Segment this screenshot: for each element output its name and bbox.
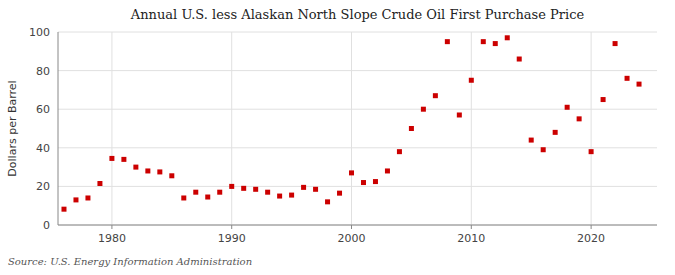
- point: [109, 156, 114, 161]
- point: [145, 168, 150, 173]
- point: [133, 165, 138, 170]
- point: [385, 168, 390, 173]
- point: [361, 180, 366, 185]
- y-grid-line: [58, 147, 657, 148]
- point: [637, 82, 642, 87]
- x-tick-label: 2000: [338, 232, 366, 245]
- point: [577, 116, 582, 121]
- x-tick-label: 2010: [457, 232, 485, 245]
- point: [85, 195, 90, 200]
- point: [265, 190, 270, 195]
- y-axis-label: Dollars per Barrel: [6, 80, 19, 176]
- x-tick: [471, 225, 472, 229]
- point: [457, 112, 462, 117]
- point: [229, 184, 234, 189]
- point: [397, 149, 402, 154]
- point: [313, 187, 318, 192]
- x-tick: [111, 225, 112, 229]
- grid: [58, 32, 657, 225]
- point: [589, 149, 594, 154]
- chart: 0 20 40 60 80 100 1980 1990 2000 2010 2020 Annual U…: [0, 0, 675, 275]
- x-axis-line: [58, 225, 657, 226]
- y-tick-label: 40: [36, 142, 50, 155]
- y-axis-line: [58, 32, 59, 225]
- y-tick-label: 20: [36, 180, 50, 193]
- point: [241, 186, 246, 191]
- x-tick-label: 1990: [218, 232, 246, 245]
- point: [73, 197, 78, 202]
- point: [61, 207, 66, 212]
- point: [433, 93, 438, 98]
- point: [421, 107, 426, 112]
- point: [325, 199, 330, 204]
- point: [337, 191, 342, 196]
- x-tick-label: 1980: [98, 232, 126, 245]
- x-tick: [231, 225, 232, 229]
- point: [601, 97, 606, 102]
- point: [517, 57, 522, 62]
- y-grid-line: [58, 70, 657, 71]
- point: [181, 195, 186, 200]
- point: [625, 76, 630, 81]
- axes: 0 20 40 60 80 100 1980 1990 2000 2010 2020: [29, 26, 657, 245]
- point: [157, 169, 162, 174]
- point: [97, 181, 102, 186]
- x-tick: [591, 225, 592, 229]
- point: [529, 138, 534, 143]
- y-tick-label: 80: [36, 65, 50, 78]
- point: [253, 187, 258, 192]
- point: [541, 147, 546, 152]
- point: [121, 157, 126, 162]
- point: [445, 39, 450, 44]
- points: [61, 35, 641, 211]
- point: [193, 190, 198, 195]
- point: [409, 126, 414, 131]
- x-grid-line: [471, 32, 472, 225]
- point: [205, 195, 210, 200]
- point: [493, 41, 498, 46]
- point: [301, 185, 306, 190]
- x-grid-line: [591, 32, 592, 225]
- y-tick-label: 60: [36, 103, 50, 116]
- x-tick-label: 2020: [577, 232, 605, 245]
- y-tick-label: 100: [29, 26, 50, 39]
- source-note: Source: U.S. Energy Information Administ…: [8, 256, 252, 267]
- y-grid-line: [58, 186, 657, 187]
- point: [613, 41, 618, 46]
- y-grid-line: [58, 32, 657, 33]
- point: [481, 39, 486, 44]
- y-grid-line: [58, 225, 657, 226]
- x-tick: [351, 225, 352, 229]
- point: [277, 194, 282, 199]
- y-tick-label: 0: [43, 219, 50, 232]
- point: [553, 130, 558, 135]
- point: [505, 35, 510, 40]
- point: [217, 190, 222, 195]
- point: [289, 193, 294, 198]
- point: [169, 173, 174, 178]
- point: [373, 179, 378, 184]
- x-grid-line: [351, 32, 352, 225]
- x-grid-line: [231, 32, 232, 225]
- point: [565, 105, 570, 110]
- x-grid-line: [111, 32, 112, 225]
- point: [349, 170, 354, 175]
- point: [469, 78, 474, 83]
- title: Annual U.S. less Alaskan North Slope Cru…: [130, 7, 585, 22]
